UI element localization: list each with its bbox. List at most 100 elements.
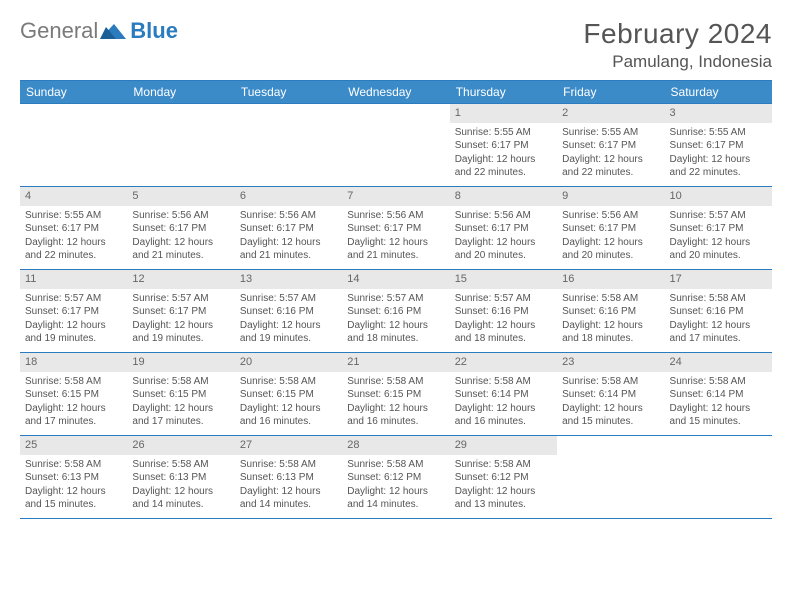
empty-day-cell xyxy=(665,436,772,518)
sunset-line: Sunset: 6:17 PM xyxy=(132,222,229,236)
empty-day-cell xyxy=(235,104,342,186)
sunrise-line: Sunrise: 5:56 AM xyxy=(455,209,552,223)
sunrise-line: Sunrise: 5:58 AM xyxy=(562,375,659,389)
sunrise-line: Sunrise: 5:57 AM xyxy=(132,292,229,306)
day-cell: 28Sunrise: 5:58 AMSunset: 6:12 PMDayligh… xyxy=(342,436,449,518)
daylight-line: Daylight: 12 hours and 18 minutes. xyxy=(347,319,444,346)
sunrise-line: Sunrise: 5:58 AM xyxy=(25,375,122,389)
daylight-line: Daylight: 12 hours and 16 minutes. xyxy=(347,402,444,429)
sunrise-line: Sunrise: 5:58 AM xyxy=(347,458,444,472)
day-body: Sunrise: 5:58 AMSunset: 6:14 PMDaylight:… xyxy=(665,372,772,434)
daylight-line: Daylight: 12 hours and 21 minutes. xyxy=(347,236,444,263)
location: Pamulang, Indonesia xyxy=(583,52,772,72)
day-number: 4 xyxy=(20,187,127,206)
sunrise-line: Sunrise: 5:56 AM xyxy=(562,209,659,223)
day-number: 16 xyxy=(557,270,664,289)
daylight-line: Daylight: 12 hours and 18 minutes. xyxy=(455,319,552,346)
day-number xyxy=(20,104,127,121)
sunset-line: Sunset: 6:17 PM xyxy=(455,222,552,236)
day-number: 1 xyxy=(450,104,557,123)
empty-day-cell xyxy=(557,436,664,518)
day-number: 18 xyxy=(20,353,127,372)
day-body: Sunrise: 5:58 AMSunset: 6:13 PMDaylight:… xyxy=(235,455,342,517)
sunset-line: Sunset: 6:16 PM xyxy=(240,305,337,319)
sunrise-line: Sunrise: 5:58 AM xyxy=(347,375,444,389)
sunset-line: Sunset: 6:17 PM xyxy=(132,305,229,319)
day-body: Sunrise: 5:56 AMSunset: 6:17 PMDaylight:… xyxy=(127,206,234,268)
day-number: 23 xyxy=(557,353,664,372)
day-header-monday: Monday xyxy=(127,81,234,103)
day-body: Sunrise: 5:58 AMSunset: 6:15 PMDaylight:… xyxy=(235,372,342,434)
sunrise-line: Sunrise: 5:58 AM xyxy=(670,375,767,389)
day-header-friday: Friday xyxy=(557,81,664,103)
day-cell: 10Sunrise: 5:57 AMSunset: 6:17 PMDayligh… xyxy=(665,187,772,269)
day-number xyxy=(665,436,772,453)
day-number: 29 xyxy=(450,436,557,455)
sunset-line: Sunset: 6:17 PM xyxy=(25,222,122,236)
day-cell: 18Sunrise: 5:58 AMSunset: 6:15 PMDayligh… xyxy=(20,353,127,435)
sunrise-line: Sunrise: 5:58 AM xyxy=(132,375,229,389)
sunset-line: Sunset: 6:15 PM xyxy=(132,388,229,402)
daylight-line: Daylight: 12 hours and 21 minutes. xyxy=(240,236,337,263)
day-cell: 27Sunrise: 5:58 AMSunset: 6:13 PMDayligh… xyxy=(235,436,342,518)
header: General Blue February 2024 Pamulang, Ind… xyxy=(20,18,772,72)
sunrise-line: Sunrise: 5:57 AM xyxy=(670,209,767,223)
daylight-line: Daylight: 12 hours and 14 minutes. xyxy=(132,485,229,512)
day-number: 9 xyxy=(557,187,664,206)
day-body: Sunrise: 5:56 AMSunset: 6:17 PMDaylight:… xyxy=(557,206,664,268)
day-body: Sunrise: 5:58 AMSunset: 6:15 PMDaylight:… xyxy=(127,372,234,434)
sunrise-line: Sunrise: 5:57 AM xyxy=(455,292,552,306)
day-cell: 21Sunrise: 5:58 AMSunset: 6:15 PMDayligh… xyxy=(342,353,449,435)
sunrise-line: Sunrise: 5:55 AM xyxy=(562,126,659,140)
day-number: 10 xyxy=(665,187,772,206)
month-title: February 2024 xyxy=(583,18,772,50)
day-body: Sunrise: 5:56 AMSunset: 6:17 PMDaylight:… xyxy=(235,206,342,268)
empty-day-cell xyxy=(20,104,127,186)
day-cell: 4Sunrise: 5:55 AMSunset: 6:17 PMDaylight… xyxy=(20,187,127,269)
day-number: 2 xyxy=(557,104,664,123)
sunset-line: Sunset: 6:16 PM xyxy=(670,305,767,319)
daylight-line: Daylight: 12 hours and 17 minutes. xyxy=(132,402,229,429)
daylight-line: Daylight: 12 hours and 20 minutes. xyxy=(670,236,767,263)
day-cell: 15Sunrise: 5:57 AMSunset: 6:16 PMDayligh… xyxy=(450,270,557,352)
daylight-line: Daylight: 12 hours and 20 minutes. xyxy=(455,236,552,263)
sunrise-line: Sunrise: 5:55 AM xyxy=(455,126,552,140)
day-number: 8 xyxy=(450,187,557,206)
day-body: Sunrise: 5:58 AMSunset: 6:13 PMDaylight:… xyxy=(127,455,234,517)
day-body: Sunrise: 5:57 AMSunset: 6:17 PMDaylight:… xyxy=(665,206,772,268)
sunrise-line: Sunrise: 5:56 AM xyxy=(132,209,229,223)
day-cell: 13Sunrise: 5:57 AMSunset: 6:16 PMDayligh… xyxy=(235,270,342,352)
day-body: Sunrise: 5:57 AMSunset: 6:17 PMDaylight:… xyxy=(127,289,234,351)
sunset-line: Sunset: 6:13 PM xyxy=(132,471,229,485)
daylight-line: Daylight: 12 hours and 22 minutes. xyxy=(455,153,552,180)
day-body: Sunrise: 5:58 AMSunset: 6:14 PMDaylight:… xyxy=(450,372,557,434)
week-row: 25Sunrise: 5:58 AMSunset: 6:13 PMDayligh… xyxy=(20,435,772,518)
day-body: Sunrise: 5:56 AMSunset: 6:17 PMDaylight:… xyxy=(342,206,449,268)
daylight-line: Daylight: 12 hours and 20 minutes. xyxy=(562,236,659,263)
daylight-line: Daylight: 12 hours and 15 minutes. xyxy=(25,485,122,512)
daylight-line: Daylight: 12 hours and 22 minutes. xyxy=(670,153,767,180)
logo-triangle-icon xyxy=(100,21,128,41)
empty-day-cell xyxy=(127,104,234,186)
week-row: 4Sunrise: 5:55 AMSunset: 6:17 PMDaylight… xyxy=(20,186,772,269)
sunset-line: Sunset: 6:17 PM xyxy=(670,139,767,153)
day-cell: 17Sunrise: 5:58 AMSunset: 6:16 PMDayligh… xyxy=(665,270,772,352)
daylight-line: Daylight: 12 hours and 15 minutes. xyxy=(562,402,659,429)
day-cell: 14Sunrise: 5:57 AMSunset: 6:16 PMDayligh… xyxy=(342,270,449,352)
sunrise-line: Sunrise: 5:58 AM xyxy=(132,458,229,472)
day-number: 11 xyxy=(20,270,127,289)
sunset-line: Sunset: 6:16 PM xyxy=(455,305,552,319)
daylight-line: Daylight: 12 hours and 17 minutes. xyxy=(25,402,122,429)
day-cell: 1Sunrise: 5:55 AMSunset: 6:17 PMDaylight… xyxy=(450,104,557,186)
sunset-line: Sunset: 6:17 PM xyxy=(562,222,659,236)
sunrise-line: Sunrise: 5:58 AM xyxy=(562,292,659,306)
calendar: SundayMondayTuesdayWednesdayThursdayFrid… xyxy=(20,80,772,519)
day-number: 6 xyxy=(235,187,342,206)
day-number: 14 xyxy=(342,270,449,289)
logo: General Blue xyxy=(20,18,178,44)
day-cell: 2Sunrise: 5:55 AMSunset: 6:17 PMDaylight… xyxy=(557,104,664,186)
sunset-line: Sunset: 6:12 PM xyxy=(347,471,444,485)
day-body: Sunrise: 5:58 AMSunset: 6:14 PMDaylight:… xyxy=(557,372,664,434)
sunrise-line: Sunrise: 5:58 AM xyxy=(240,375,337,389)
sunset-line: Sunset: 6:17 PM xyxy=(562,139,659,153)
